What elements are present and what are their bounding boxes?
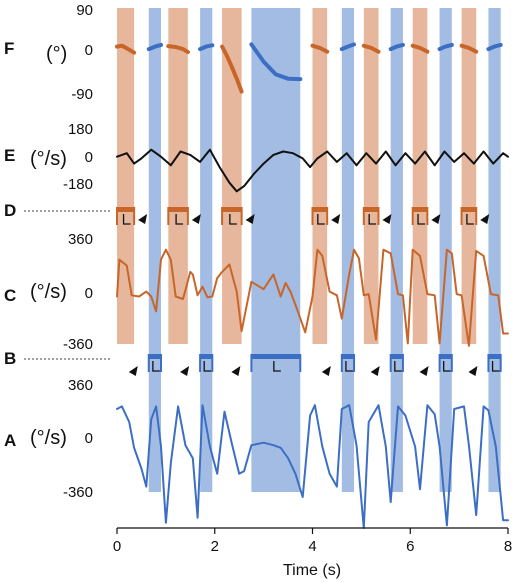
blue-marker-bar-0 — [148, 354, 161, 359]
trace-f-2 — [166, 44, 190, 55]
orange-marker-tick-4 — [368, 214, 377, 225]
orange-marker-bar-3 — [312, 207, 328, 212]
x-tick-0: 0 — [113, 538, 121, 555]
panel-letter-d: D — [4, 201, 16, 220]
orange-marker-tick-6 — [466, 214, 474, 225]
y-tick-a-2: -360 — [63, 484, 93, 501]
trace-f-1 — [146, 42, 163, 52]
panel-letter-c: C — [4, 286, 16, 305]
y-tick-e-2: -180 — [63, 176, 93, 193]
orange-marker-tick-0 — [122, 214, 131, 225]
blue-marker-bar-5 — [439, 354, 452, 359]
x-axis-label: Time (s) — [283, 562, 341, 579]
blue-marker-bar-1 — [200, 354, 213, 359]
orange-marker-bar-5 — [412, 207, 428, 212]
blue-marker-bar-2 — [251, 354, 301, 359]
y-tick-a-0: 360 — [68, 377, 93, 394]
trace-f-10 — [410, 43, 430, 54]
orange-arrow-5 — [431, 214, 441, 224]
trace-f-3 — [198, 43, 215, 52]
y-tick-e-0: 180 — [68, 121, 93, 138]
orange-marker-bar-4 — [363, 207, 379, 212]
panel-unit-f: (°) — [46, 43, 67, 65]
blue-marker-bar-6 — [488, 354, 501, 359]
trace-f-11 — [437, 42, 454, 52]
orange-marker-bar-6 — [461, 207, 477, 212]
orange-marker-tick-1 — [175, 214, 184, 225]
blue-marker-bar-4 — [390, 354, 403, 359]
x-tick-3: 6 — [406, 538, 414, 555]
panel-letter-e: E — [4, 146, 15, 165]
orange-marker-tick-2 — [229, 214, 237, 225]
panel-letter-b: B — [4, 349, 16, 368]
blue-marker-tick-4 — [394, 361, 402, 372]
x-tick-1: 2 — [211, 538, 219, 555]
panel-unit-a: (°/s) — [30, 427, 67, 449]
orange-band-6 — [461, 8, 477, 344]
orange-band-2 — [222, 8, 242, 344]
y-tick-c-0: 360 — [68, 231, 93, 248]
trace-f-8 — [361, 43, 381, 54]
blue-arrow-6 — [468, 366, 478, 376]
blue-marker-tick-0 — [152, 361, 160, 372]
orange-arrow-2 — [245, 214, 255, 224]
blue-marker-tick-2 — [273, 361, 281, 372]
trace-f-5 — [249, 42, 303, 82]
blue-marker-tick-3 — [345, 361, 353, 372]
blue-marker-tick-1 — [203, 361, 212, 372]
blue-marker-bar-3 — [341, 354, 355, 359]
y-tick-c-1: 0 — [85, 285, 93, 302]
orange-arrow-0 — [138, 214, 148, 224]
orange-arrow-4 — [382, 214, 392, 224]
orange-arrow-1 — [191, 214, 201, 224]
blue-marker-tick-5 — [443, 361, 451, 372]
panel-letter-f: F — [4, 39, 14, 58]
orange-band-5 — [412, 8, 428, 344]
trace-f-6 — [310, 43, 330, 54]
blue-arrow-5 — [419, 366, 429, 376]
orange-band-4 — [363, 8, 379, 344]
blue-band-2 — [251, 8, 301, 492]
trace-f-0 — [115, 43, 137, 55]
trace-f-12 — [459, 43, 479, 54]
blue-arrow-2 — [231, 366, 241, 376]
blue-arrow-1 — [180, 366, 190, 376]
y-tick-f-1: 0 — [85, 42, 93, 59]
x-tick-4: 8 — [504, 538, 512, 555]
trace-f-7 — [339, 42, 356, 52]
orange-marker-tick-5 — [417, 214, 426, 225]
panel-unit-e: (°/s) — [30, 148, 67, 170]
trace-f-13 — [486, 42, 503, 52]
orange-band-3 — [312, 8, 328, 344]
orange-marker-bar-2 — [222, 207, 242, 212]
y-tick-a-1: 0 — [85, 430, 93, 447]
trace-layer — [115, 42, 509, 529]
blue-arrow-0 — [128, 366, 138, 376]
interval-markers — [116, 207, 502, 376]
trace-a-0 — [116, 404, 509, 529]
trace-e-0 — [116, 148, 509, 193]
blue-arrow-3 — [321, 366, 331, 376]
trace-f-9 — [388, 42, 405, 52]
orange-arrow-6 — [480, 214, 490, 224]
trace-f-4 — [220, 44, 244, 94]
y-tick-c-2: -360 — [63, 336, 93, 353]
orange-arrow-3 — [331, 214, 341, 224]
y-tick-f-0: 90 — [76, 2, 93, 19]
blue-arrow-4 — [370, 366, 380, 376]
orange-marker-bar-0 — [117, 207, 135, 212]
orange-band-1 — [168, 8, 188, 344]
y-tick-e-1: 0 — [85, 149, 93, 166]
panel-letter-a: A — [4, 431, 16, 450]
x-tick-2: 4 — [308, 538, 316, 555]
blue-band-5 — [439, 8, 452, 492]
panel-unit-c: (°/s) — [30, 281, 67, 303]
trace-c-0 — [116, 248, 509, 347]
orange-marker-bar-1 — [168, 207, 188, 212]
blue-marker-tick-6 — [491, 361, 500, 372]
orange-marker-tick-3 — [317, 214, 325, 225]
y-tick-f-2: -90 — [71, 86, 93, 103]
